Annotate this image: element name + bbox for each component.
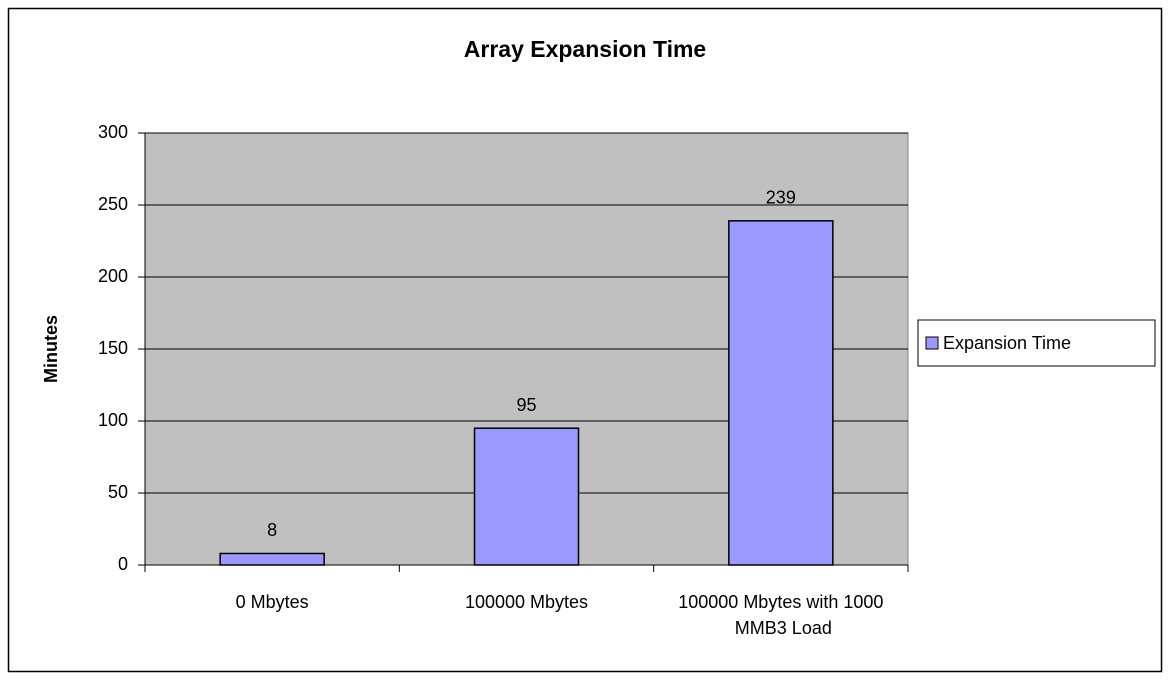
bar [473,427,580,566]
y-tick-label: 300 [98,122,128,142]
y-tick-label: 250 [98,194,128,214]
bar [728,220,834,566]
legend-box [917,319,1156,367]
y-tick-label: 0 [118,554,128,574]
legend-label: Expansion Time [943,333,1071,353]
x-tick-label: 100000 Mbytes with 1000 MMB3 Load [678,592,883,638]
data-label: 239 [766,188,796,208]
chart-title: Array Expansion Time [464,36,706,62]
x-tick-label: 100000 Mbytes [465,592,588,612]
y-tick-label: 100 [98,410,128,430]
y-tick-label: 200 [98,266,128,286]
data-label: 8 [267,520,277,540]
data-label: 95 [516,395,536,415]
x-tick-label: 0 Mbytes [236,592,309,612]
y-tick-label: 150 [98,338,128,358]
bar [219,552,325,566]
y-tick-label: 50 [108,482,128,502]
y-axis-label: Minutes [41,315,61,383]
legend-marker [925,336,939,350]
